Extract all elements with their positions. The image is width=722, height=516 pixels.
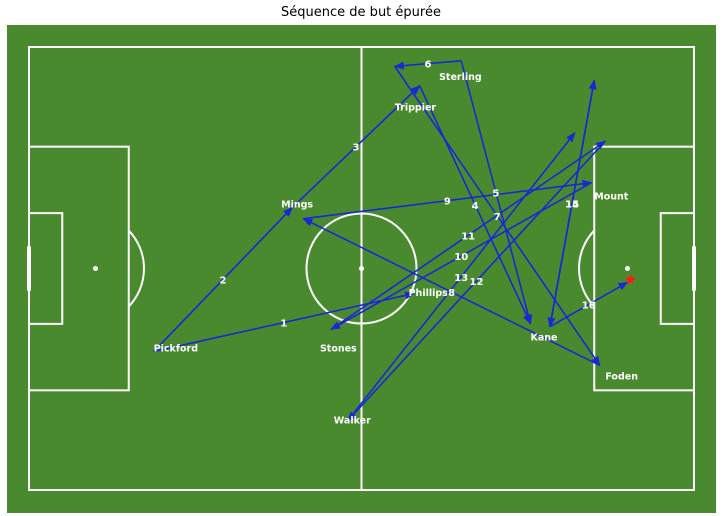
player-label-phillips: Phillips (409, 288, 449, 299)
goal-star-marker (624, 273, 636, 285)
player-label-sterling: Sterling (439, 72, 482, 83)
goal-layer (624, 273, 636, 285)
pass-number-3: 3 (352, 143, 359, 154)
pass-arrow-3 (291, 85, 421, 209)
passes-layer (153, 60, 629, 422)
pass-number-8: 8 (448, 288, 455, 299)
pass-number-9: 9 (444, 197, 451, 208)
left-penalty-spot (93, 266, 98, 271)
pass-arrow-15 (547, 80, 596, 328)
left-penalty-arc (128, 229, 145, 308)
pass-number-2: 2 (219, 276, 226, 287)
player-label-stones: Stones (320, 344, 357, 355)
pass-arrow-4 (418, 85, 532, 325)
center-circle (305, 212, 418, 325)
pass-number-13: 13 (454, 273, 468, 284)
player-label-trippier: Trippier (395, 103, 437, 114)
players-layer: Pickford Mings Trippier Sterling Stones Phill… (154, 72, 639, 426)
pass-number-12: 12 (470, 277, 484, 288)
player-label-kane: Kane (531, 332, 558, 343)
pass-arrow-13 (347, 132, 576, 422)
pass-arrow-6 (393, 60, 462, 70)
pass-number-4: 4 (472, 201, 479, 212)
pass-arrow-5 (460, 60, 533, 325)
pass-arrow-10 (330, 181, 592, 331)
pass-arrow-9 (303, 179, 593, 220)
pass-arrow-2 (153, 206, 293, 353)
center-spot (359, 266, 364, 271)
pass-arrow-12 (346, 140, 606, 422)
player-label-foden: Foden (605, 371, 638, 382)
pass-number-16: 16 (582, 300, 596, 311)
pass-arrow-16 (549, 281, 629, 328)
pass-number-10: 10 (454, 252, 468, 263)
player-label-pickford: Pickford (154, 344, 198, 355)
right-penalty-spot (625, 266, 630, 271)
pass-number-11: 11 (461, 231, 475, 242)
pass-number-7: 7 (494, 212, 501, 223)
pitch-markings (27, 46, 696, 491)
pass-number-14: 14 (565, 199, 579, 210)
pass-arrow-8 (302, 217, 601, 367)
pass-number-6: 6 (425, 60, 432, 71)
chart-title: Séquence de but épurée (281, 5, 441, 20)
pass-arrow-11 (330, 140, 607, 331)
right-penalty-arc (578, 229, 595, 308)
pass-number-5: 5 (492, 188, 499, 199)
pass-number-15: 15 (565, 199, 579, 210)
pass-number-1: 1 (280, 318, 287, 329)
player-label-mings: Mings (281, 200, 313, 211)
player-label-mount: Mount (594, 191, 629, 202)
player-label-walker: Walker (334, 416, 371, 427)
